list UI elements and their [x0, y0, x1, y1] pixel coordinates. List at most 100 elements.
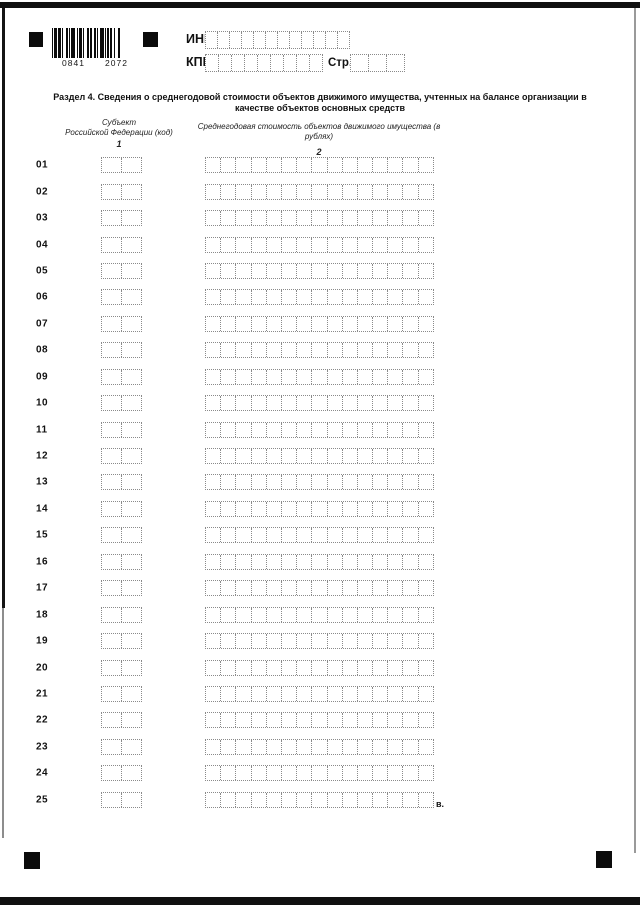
digit-cell[interactable]: [220, 211, 235, 226]
digit-cell[interactable]: [265, 263, 281, 278]
digit-cell[interactable]: [206, 555, 220, 569]
digit-cell[interactable]: [402, 343, 417, 358]
digit-cell[interactable]: [280, 501, 296, 516]
digit-cell[interactable]: [250, 713, 266, 728]
average-value-field[interactable]: [205, 527, 434, 544]
digit-cell[interactable]: [417, 237, 433, 252]
digit-cell[interactable]: [102, 370, 121, 384]
digit-cell[interactable]: [296, 554, 311, 569]
digit-cell[interactable]: [265, 766, 281, 781]
digit-cell[interactable]: [265, 449, 281, 464]
digit-cell[interactable]: [218, 55, 231, 71]
digit-cell[interactable]: [326, 290, 342, 305]
digit-cell[interactable]: [121, 290, 141, 305]
digit-cell[interactable]: [121, 158, 141, 173]
digit-cell[interactable]: [296, 343, 311, 358]
digit-cell[interactable]: [386, 55, 404, 71]
digit-cell[interactable]: [372, 449, 387, 464]
digit-cell[interactable]: [372, 607, 387, 622]
digit-cell[interactable]: [356, 581, 372, 596]
digit-cell[interactable]: [250, 184, 266, 199]
digit-cell[interactable]: [265, 184, 281, 199]
average-value-field[interactable]: [205, 210, 434, 227]
subject-code-field[interactable]: [101, 712, 142, 729]
digit-cell[interactable]: [311, 422, 326, 437]
digit-cell[interactable]: [387, 290, 402, 305]
digit-cell[interactable]: [326, 686, 342, 701]
digit-cell[interactable]: [220, 739, 235, 754]
digit-cell[interactable]: [220, 422, 235, 437]
digit-cell[interactable]: [121, 634, 141, 649]
digit-cell[interactable]: [270, 55, 283, 71]
digit-cell[interactable]: [372, 475, 387, 490]
digit-cell[interactable]: [102, 158, 121, 172]
digit-cell[interactable]: [250, 422, 266, 437]
digit-cell[interactable]: [326, 528, 342, 543]
digit-cell[interactable]: [280, 634, 296, 649]
subject-code-field[interactable]: [101, 500, 142, 517]
average-value-field[interactable]: [205, 183, 434, 200]
digit-cell[interactable]: [311, 686, 326, 701]
digit-cell[interactable]: [206, 713, 220, 727]
digit-cell[interactable]: [402, 766, 417, 781]
digit-cell[interactable]: [387, 184, 402, 199]
digit-cell[interactable]: [265, 581, 281, 596]
digit-cell[interactable]: [417, 211, 433, 226]
digit-cell[interactable]: [296, 184, 311, 199]
digit-cell[interactable]: [121, 581, 141, 596]
average-value-field[interactable]: [205, 712, 434, 729]
digit-cell[interactable]: [341, 449, 357, 464]
digit-cell[interactable]: [220, 501, 235, 516]
digit-cell[interactable]: [220, 158, 235, 173]
digit-cell[interactable]: [417, 660, 433, 675]
digit-cell[interactable]: [296, 237, 311, 252]
subject-code-field[interactable]: [101, 342, 142, 359]
subject-code-field[interactable]: [101, 448, 142, 465]
digit-cell[interactable]: [235, 290, 250, 305]
digit-cell[interactable]: [235, 316, 250, 331]
digit-cell[interactable]: [257, 55, 270, 71]
digit-cell[interactable]: [280, 528, 296, 543]
digit-cell[interactable]: [387, 449, 402, 464]
digit-cell[interactable]: [387, 739, 402, 754]
digit-cell[interactable]: [417, 290, 433, 305]
digit-cell[interactable]: [265, 290, 281, 305]
digit-cell[interactable]: [311, 237, 326, 252]
average-value-field[interactable]: [205, 315, 434, 332]
digit-cell[interactable]: [102, 661, 121, 675]
digit-cell[interactable]: [280, 422, 296, 437]
digit-cell[interactable]: [325, 32, 337, 48]
digit-cell[interactable]: [356, 475, 372, 490]
digit-cell[interactable]: [235, 422, 250, 437]
digit-cell[interactable]: [121, 792, 141, 807]
digit-cell[interactable]: [356, 184, 372, 199]
digit-cell[interactable]: [235, 739, 250, 754]
digit-cell[interactable]: [235, 792, 250, 807]
digit-cell[interactable]: [356, 660, 372, 675]
digit-cell[interactable]: [280, 369, 296, 384]
digit-cell[interactable]: [311, 211, 326, 226]
digit-cell[interactable]: [356, 396, 372, 411]
digit-cell[interactable]: [206, 687, 220, 701]
digit-cell[interactable]: [311, 766, 326, 781]
digit-cell[interactable]: [265, 554, 281, 569]
digit-cell[interactable]: [220, 263, 235, 278]
digit-cell[interactable]: [235, 554, 250, 569]
digit-cell[interactable]: [206, 238, 220, 252]
digit-cell[interactable]: [265, 32, 277, 48]
digit-cell[interactable]: [250, 158, 266, 173]
digit-cell[interactable]: [206, 661, 220, 675]
digit-cell[interactable]: [356, 766, 372, 781]
digit-cell[interactable]: [341, 184, 357, 199]
digit-cell[interactable]: [417, 686, 433, 701]
digit-cell[interactable]: [341, 554, 357, 569]
digit-cell[interactable]: [356, 739, 372, 754]
digit-cell[interactable]: [326, 475, 342, 490]
digit-cell[interactable]: [206, 502, 220, 516]
digit-cell[interactable]: [296, 211, 311, 226]
digit-cell[interactable]: [372, 554, 387, 569]
digit-cell[interactable]: [265, 660, 281, 675]
digit-cell[interactable]: [121, 528, 141, 543]
digit-cell[interactable]: [265, 211, 281, 226]
digit-cell[interactable]: [250, 211, 266, 226]
